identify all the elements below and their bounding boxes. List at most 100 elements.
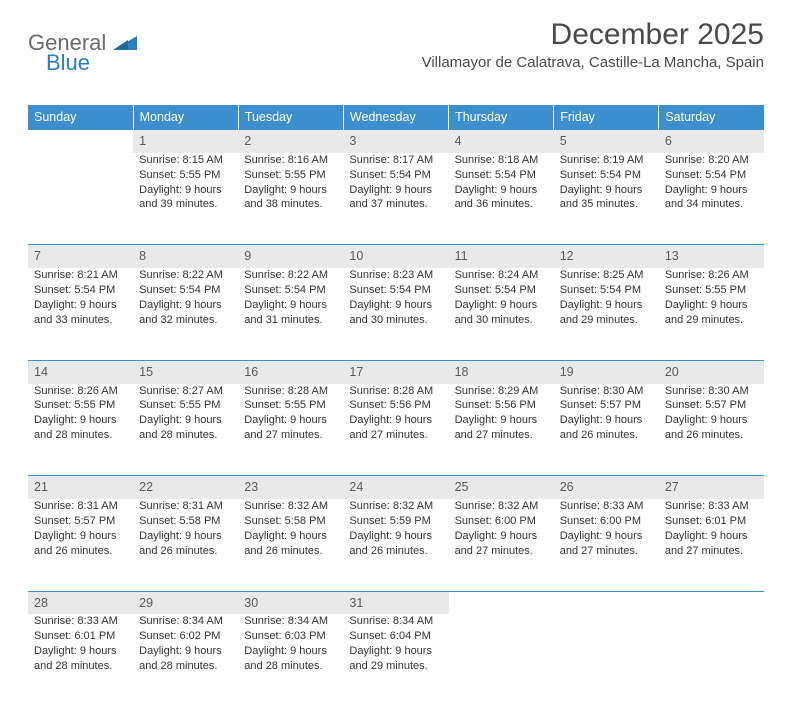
day-number-cell: 11 xyxy=(449,245,554,268)
day-cell: Sunrise: 8:15 AMSunset: 5:55 PMDaylight:… xyxy=(133,153,238,245)
sunset-text: Sunset: 5:54 PM xyxy=(349,283,442,298)
sunrise-text: Sunrise: 8:26 AM xyxy=(665,268,758,283)
sunset-text: Sunset: 5:57 PM xyxy=(34,514,127,529)
sunrise-text: Sunrise: 8:22 AM xyxy=(139,268,232,283)
weekday-header: Friday xyxy=(554,105,659,130)
day-cell: Sunrise: 8:18 AMSunset: 5:54 PMDaylight:… xyxy=(449,153,554,245)
d1-text: Daylight: 9 hours xyxy=(139,183,232,198)
day-cell xyxy=(28,153,133,245)
d1-text: Daylight: 9 hours xyxy=(349,644,442,659)
d1-text: Daylight: 9 hours xyxy=(455,183,548,198)
sunrise-text: Sunrise: 8:26 AM xyxy=(34,384,127,399)
d1-text: Daylight: 9 hours xyxy=(455,298,548,313)
sunset-text: Sunset: 5:55 PM xyxy=(665,283,758,298)
sunrise-text: Sunrise: 8:24 AM xyxy=(455,268,548,283)
d2-text: and 27 minutes. xyxy=(349,428,442,443)
sunrise-text: Sunrise: 8:16 AM xyxy=(244,153,337,168)
day-number-cell: 26 xyxy=(554,476,659,499)
d1-text: Daylight: 9 hours xyxy=(244,529,337,544)
sunset-text: Sunset: 5:58 PM xyxy=(244,514,337,529)
d1-text: Daylight: 9 hours xyxy=(560,413,653,428)
d1-text: Daylight: 9 hours xyxy=(560,298,653,313)
sunrise-text: Sunrise: 8:29 AM xyxy=(455,384,548,399)
day-cell: Sunrise: 8:23 AMSunset: 5:54 PMDaylight:… xyxy=(343,268,448,360)
d2-text: and 35 minutes. xyxy=(560,197,653,212)
d2-text: and 39 minutes. xyxy=(139,197,232,212)
day-number-cell: 17 xyxy=(343,360,448,383)
sunrise-text: Sunrise: 8:20 AM xyxy=(665,153,758,168)
header: General December 2025 Villamayor de Cala… xyxy=(28,18,764,71)
sunset-text: Sunset: 5:55 PM xyxy=(139,398,232,413)
sunset-text: Sunset: 5:58 PM xyxy=(139,514,232,529)
sunrise-text: Sunrise: 8:28 AM xyxy=(244,384,337,399)
day-cell: Sunrise: 8:33 AMSunset: 6:00 PMDaylight:… xyxy=(554,499,659,591)
day-cell: Sunrise: 8:25 AMSunset: 5:54 PMDaylight:… xyxy=(554,268,659,360)
sunset-text: Sunset: 6:00 PM xyxy=(455,514,548,529)
d2-text: and 26 minutes. xyxy=(560,428,653,443)
d2-text: and 26 minutes. xyxy=(34,544,127,559)
d1-text: Daylight: 9 hours xyxy=(665,529,758,544)
day-number-cell: 28 xyxy=(28,591,133,614)
sunset-text: Sunset: 6:03 PM xyxy=(244,629,337,644)
sunset-text: Sunset: 5:55 PM xyxy=(139,168,232,183)
day-number-cell: 18 xyxy=(449,360,554,383)
day-cell: Sunrise: 8:19 AMSunset: 5:54 PMDaylight:… xyxy=(554,153,659,245)
d2-text: and 36 minutes. xyxy=(455,197,548,212)
sunset-text: Sunset: 6:04 PM xyxy=(349,629,442,644)
sunset-text: Sunset: 5:54 PM xyxy=(455,168,548,183)
d1-text: Daylight: 9 hours xyxy=(139,413,232,428)
sunset-text: Sunset: 5:57 PM xyxy=(665,398,758,413)
day-number-cell: 8 xyxy=(133,245,238,268)
sunrise-text: Sunrise: 8:32 AM xyxy=(244,499,337,514)
day-content-row: Sunrise: 8:31 AMSunset: 5:57 PMDaylight:… xyxy=(28,499,764,591)
day-number-row: 28293031 xyxy=(28,591,764,614)
day-number-cell: 27 xyxy=(659,476,764,499)
day-cell: Sunrise: 8:34 AMSunset: 6:03 PMDaylight:… xyxy=(238,614,343,706)
sunset-text: Sunset: 5:56 PM xyxy=(455,398,548,413)
sunrise-text: Sunrise: 8:30 AM xyxy=(665,384,758,399)
day-number-row: 78910111213 xyxy=(28,245,764,268)
d1-text: Daylight: 9 hours xyxy=(34,644,127,659)
day-number-row: 21222324252627 xyxy=(28,476,764,499)
weekday-header: Sunday xyxy=(28,105,133,130)
d1-text: Daylight: 9 hours xyxy=(665,413,758,428)
d2-text: and 27 minutes. xyxy=(455,544,548,559)
sunset-text: Sunset: 6:01 PM xyxy=(665,514,758,529)
sunrise-text: Sunrise: 8:15 AM xyxy=(139,153,232,168)
weekday-header: Saturday xyxy=(659,105,764,130)
day-cell: Sunrise: 8:28 AMSunset: 5:55 PMDaylight:… xyxy=(238,384,343,476)
day-cell: Sunrise: 8:33 AMSunset: 6:01 PMDaylight:… xyxy=(659,499,764,591)
day-number-cell xyxy=(554,591,659,614)
weekday-header: Monday xyxy=(133,105,238,130)
location-subtitle: Villamayor de Calatrava, Castille-La Man… xyxy=(422,54,764,71)
d2-text: and 26 minutes. xyxy=(139,544,232,559)
d1-text: Daylight: 9 hours xyxy=(34,298,127,313)
d2-text: and 27 minutes. xyxy=(665,544,758,559)
day-number-cell: 1 xyxy=(133,130,238,153)
day-cell: Sunrise: 8:31 AMSunset: 5:58 PMDaylight:… xyxy=(133,499,238,591)
sunrise-text: Sunrise: 8:25 AM xyxy=(560,268,653,283)
day-number-cell: 25 xyxy=(449,476,554,499)
d1-text: Daylight: 9 hours xyxy=(244,298,337,313)
day-cell: Sunrise: 8:34 AMSunset: 6:04 PMDaylight:… xyxy=(343,614,448,706)
sunrise-text: Sunrise: 8:21 AM xyxy=(34,268,127,283)
sunrise-text: Sunrise: 8:33 AM xyxy=(34,614,127,629)
sunrise-text: Sunrise: 8:34 AM xyxy=(349,614,442,629)
sunrise-text: Sunrise: 8:22 AM xyxy=(244,268,337,283)
day-number-cell: 14 xyxy=(28,360,133,383)
sunset-text: Sunset: 5:54 PM xyxy=(560,168,653,183)
calendar-table: Sunday Monday Tuesday Wednesday Thursday… xyxy=(28,105,764,706)
day-cell: Sunrise: 8:31 AMSunset: 5:57 PMDaylight:… xyxy=(28,499,133,591)
day-cell: Sunrise: 8:26 AMSunset: 5:55 PMDaylight:… xyxy=(659,268,764,360)
day-number-cell xyxy=(28,130,133,153)
d2-text: and 28 minutes. xyxy=(139,659,232,674)
d1-text: Daylight: 9 hours xyxy=(665,298,758,313)
day-number-row: 123456 xyxy=(28,130,764,153)
weekday-header-row: Sunday Monday Tuesday Wednesday Thursday… xyxy=(28,105,764,130)
sunset-text: Sunset: 5:55 PM xyxy=(244,398,337,413)
brand-logo-stack: General Blue xyxy=(28,30,137,76)
d1-text: Daylight: 9 hours xyxy=(455,529,548,544)
sunset-text: Sunset: 5:54 PM xyxy=(665,168,758,183)
day-cell: Sunrise: 8:26 AMSunset: 5:55 PMDaylight:… xyxy=(28,384,133,476)
day-number-cell: 23 xyxy=(238,476,343,499)
